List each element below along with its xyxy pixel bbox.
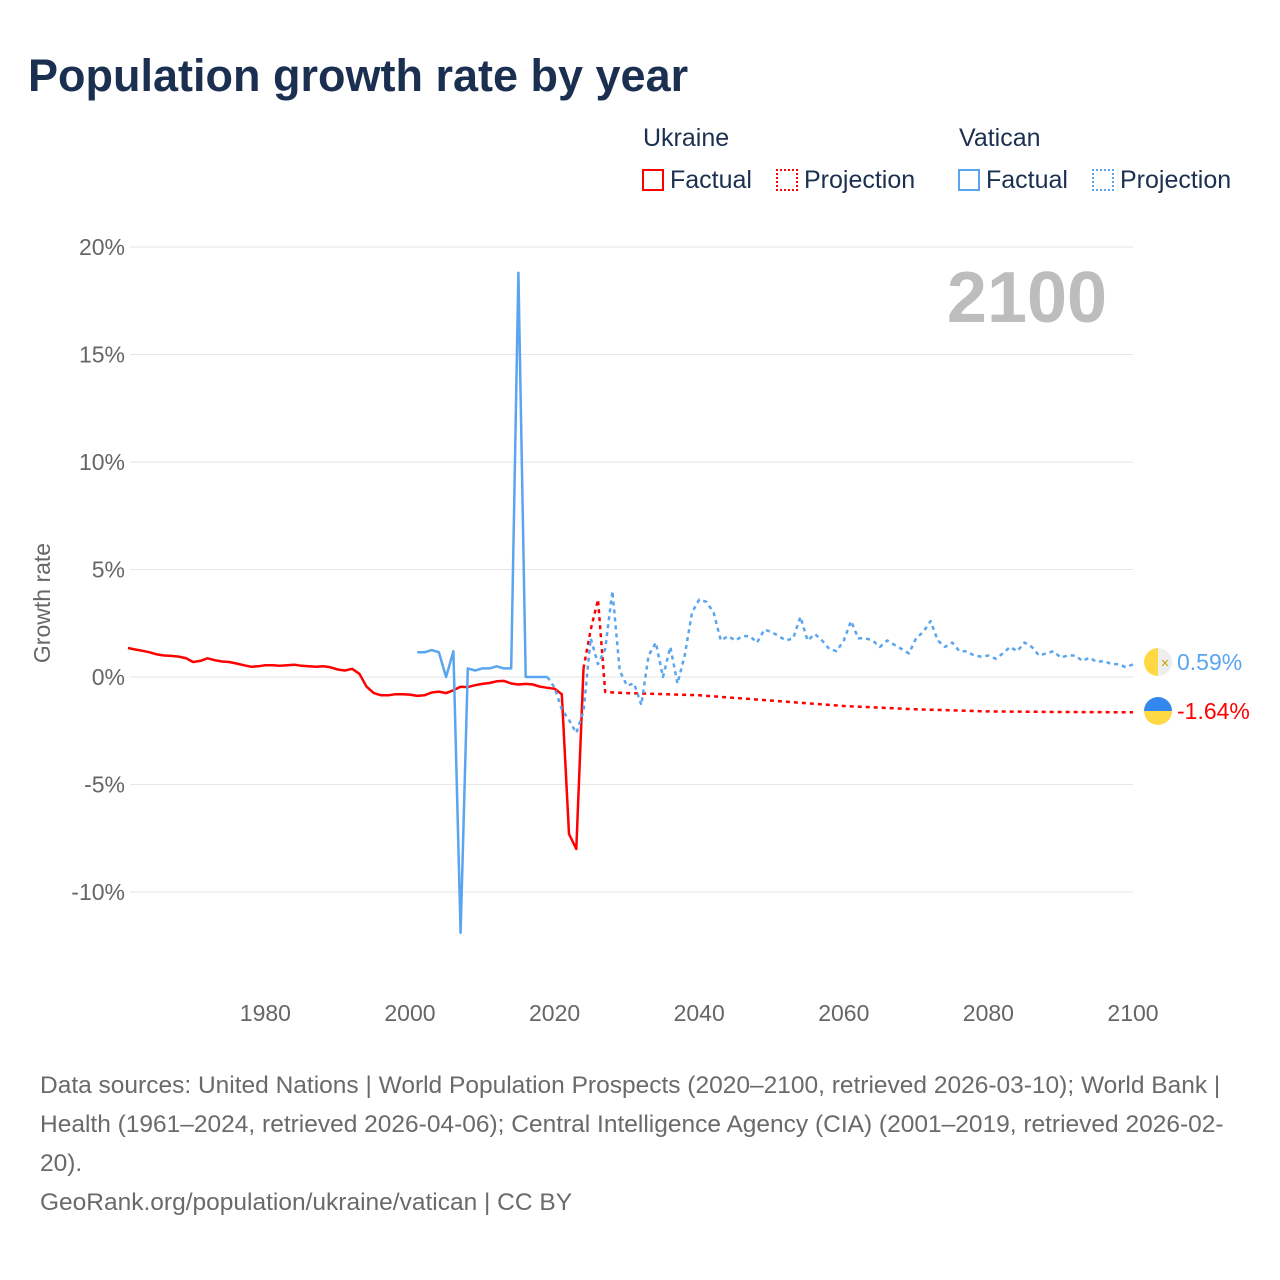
y-tick-label: 20% <box>79 234 125 260</box>
x-tick-label: 1980 <box>240 1000 291 1026</box>
y-tick-label: 10% <box>79 449 125 475</box>
x-tick-label: 2000 <box>384 1000 435 1026</box>
x-tick-label: 2100 <box>1107 1000 1158 1026</box>
footer: Data sources: United Nations | World Pop… <box>40 1066 1240 1222</box>
series-line-ukraine-projection <box>582 598 1134 714</box>
data-sources: Data sources: United Nations | World Pop… <box>40 1072 1224 1177</box>
year-indicator: 2100 <box>947 258 1107 338</box>
chart: 20% 15% 10% 5% 0% -5% -10% 1980 2000 2020 2040 2060… <box>29 234 1250 1026</box>
x-tick-label: 2040 <box>674 1000 725 1026</box>
vatican-flag-icon: ✕ <box>1144 648 1172 676</box>
legend-vatican-factual[interactable]: Factual <box>958 166 1068 195</box>
ukraine-flag-icon <box>1144 697 1172 725</box>
legend-group-vatican: Vatican <box>959 124 1041 152</box>
series-line-vatican-factual <box>417 271 548 935</box>
legend-label: Projection <box>1120 166 1232 194</box>
x-tick-label: 2060 <box>818 1000 869 1026</box>
source-link[interactable]: GeoRank.org/population/ukraine/vatican |… <box>40 1189 573 1216</box>
y-axis-label: Growth rate <box>29 543 55 663</box>
y-tick-label: 15% <box>79 342 125 368</box>
legend-ukraine-projection[interactable]: Projection <box>776 166 915 195</box>
x-tick-label: 2080 <box>963 1000 1014 1026</box>
legend-label: Projection <box>804 166 916 194</box>
legend-ukraine-factual[interactable]: Factual <box>642 166 752 195</box>
series-line-ukraine-factual <box>127 646 585 851</box>
legend-swatch-dotted-icon <box>776 169 798 191</box>
svg-text:✕: ✕ <box>1160 658 1169 670</box>
chart-title: Population growth rate by year <box>28 50 689 101</box>
y-tick-label: 0% <box>92 664 125 690</box>
ukraine-end-label: -1.64% <box>1177 698 1250 724</box>
legend-label: Factual <box>986 166 1068 194</box>
legend-vatican-projection[interactable]: Projection <box>1092 166 1231 195</box>
legend-swatch-solid-icon <box>642 169 664 191</box>
legend-swatch-dotted-icon <box>1092 169 1114 191</box>
legend-swatch-solid-icon <box>958 169 980 191</box>
vatican-end-label: 0.59% <box>1177 649 1242 675</box>
y-tick-label: -5% <box>84 772 125 798</box>
legend-label: Factual <box>670 166 752 194</box>
y-tick-label: -10% <box>71 879 125 905</box>
x-tick-label: 2020 <box>529 1000 580 1026</box>
legend-group-ukraine: Ukraine <box>643 124 730 152</box>
y-tick-label: 5% <box>92 557 125 583</box>
series-line-vatican-projection <box>546 589 1134 735</box>
